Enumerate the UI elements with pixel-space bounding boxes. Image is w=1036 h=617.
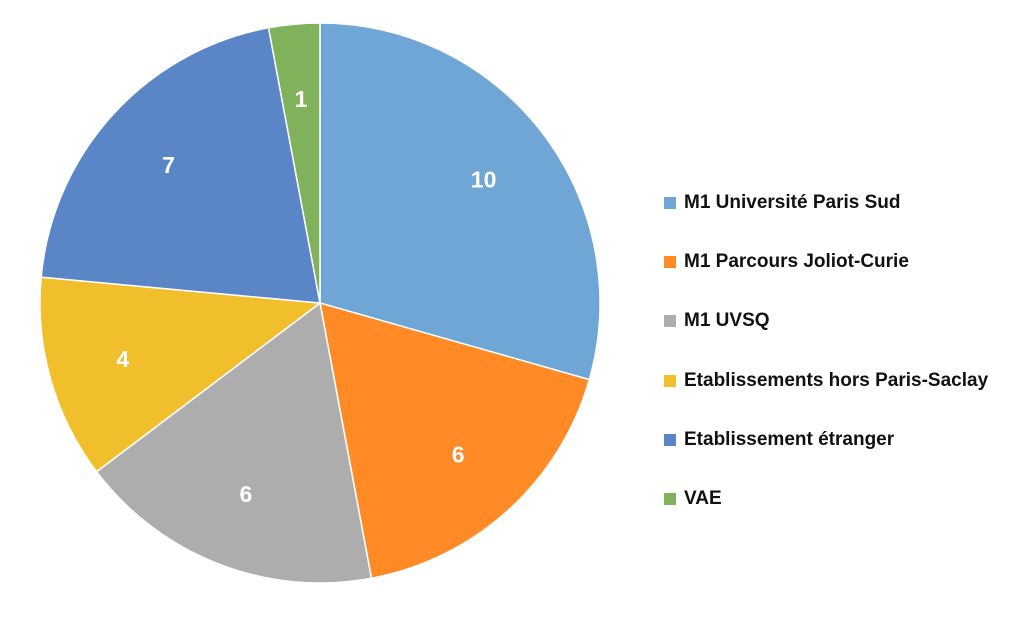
legend-item: Etablissement étranger bbox=[664, 425, 1024, 455]
legend-label: Etablissements hors Paris-Saclay bbox=[684, 369, 989, 391]
legend-label: VAE bbox=[684, 487, 722, 509]
legend-label: M1 Parcours Joliot-Curie bbox=[684, 251, 909, 273]
legend-label: M1 Université Paris Sud bbox=[684, 192, 901, 213]
pie-data-label: 7 bbox=[162, 152, 175, 178]
legend-item: M1 Parcours Joliot-Curie bbox=[664, 247, 1024, 277]
pie-slices bbox=[39, 22, 601, 584]
pie-slice bbox=[319, 22, 601, 381]
pie-data-label: 4 bbox=[116, 346, 129, 372]
legend-swatch bbox=[664, 256, 676, 269]
pie-slice bbox=[40, 27, 321, 304]
legend-item: M1 UVSQ bbox=[664, 306, 1024, 336]
legend-item: Etablissements hors Paris-Saclay bbox=[664, 366, 1024, 396]
legend-item: M1 Université Paris Sud bbox=[664, 188, 1024, 218]
pie-slice bbox=[39, 276, 321, 473]
legend-swatch bbox=[664, 492, 676, 505]
legend-swatch bbox=[664, 374, 676, 387]
pie-data-label: 1 bbox=[295, 86, 308, 112]
pie-data-label: 6 bbox=[240, 481, 253, 507]
legend-item: VAE bbox=[664, 484, 1024, 514]
legend-swatch bbox=[664, 197, 676, 209]
pie-slice bbox=[267, 22, 321, 304]
pie-data-labels: 10 6 6 4 7 1 bbox=[116, 86, 496, 507]
chart-legend: M1 Université Paris Sud M1 Parcours Joli… bbox=[664, 188, 1024, 543]
legend-swatch bbox=[664, 315, 676, 328]
pie-data-label: 10 bbox=[471, 166, 497, 192]
legend-label: Etablissement étranger bbox=[684, 428, 895, 450]
legend-swatch bbox=[664, 433, 676, 446]
pie-data-label: 6 bbox=[452, 442, 465, 468]
legend-label: M1 UVSQ bbox=[684, 310, 770, 332]
pie-slice bbox=[95, 302, 373, 584]
pie-slice bbox=[319, 302, 591, 579]
